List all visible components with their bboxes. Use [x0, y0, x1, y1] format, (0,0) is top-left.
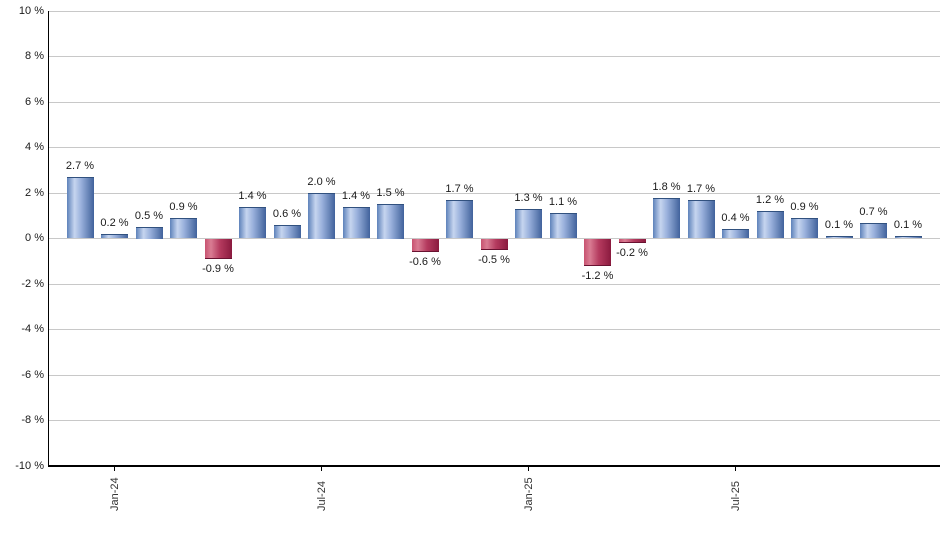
- y-axis-tick-label: -8 %: [21, 414, 44, 426]
- bar-value-label: 1.1 %: [548, 196, 578, 209]
- bar: [204, 238, 232, 259]
- bar: [653, 197, 680, 239]
- x-axis-tick-label: Jan-24: [108, 477, 121, 511]
- x-axis-tick-label: Jul-25: [729, 481, 742, 511]
- x-axis-tick-label: Jul-24: [315, 481, 328, 511]
- bar-value-label: 0.5 %: [134, 210, 164, 223]
- x-axis-tick: [321, 466, 322, 471]
- y-axis-tick-label: -4 %: [21, 323, 44, 335]
- y-axis-tick-label: 2 %: [25, 186, 44, 199]
- x-axis-tick: [735, 466, 736, 471]
- bar: [860, 222, 887, 239]
- bar: [135, 227, 163, 239]
- y-axis-tick-label: 0 %: [25, 232, 44, 244]
- bar: [791, 218, 818, 239]
- bar: [515, 208, 542, 239]
- bar-value-label: 0.2 %: [100, 216, 129, 229]
- y-axis-tick-label: 4 %: [25, 141, 44, 153]
- bar: [377, 204, 404, 239]
- bar-value-label: 1.5 %: [376, 187, 405, 200]
- bar-value-label: 1.8 %: [652, 180, 681, 193]
- bar-value-label: -0.6 %: [409, 256, 441, 269]
- bar: [66, 177, 94, 239]
- gridline: [48, 374, 940, 376]
- bar-value-label: 2.7 %: [65, 160, 95, 173]
- bar: [170, 218, 197, 239]
- bar-value-label: -1.2 %: [581, 269, 614, 282]
- bar: [894, 236, 922, 239]
- bar: [584, 238, 611, 266]
- bar: [618, 238, 646, 244]
- gridline: [48, 147, 940, 148]
- bar-value-label: 0.7 %: [859, 205, 888, 218]
- bar: [101, 233, 128, 239]
- bar: [308, 193, 335, 239]
- y-axis-tick-label: 10 %: [18, 4, 44, 17]
- bar-value-label: 1.3 %: [514, 191, 543, 204]
- gridline: [48, 56, 940, 57]
- bar: [722, 229, 749, 239]
- bar: [239, 206, 266, 239]
- gridline: [48, 192, 940, 194]
- gridline: [48, 101, 940, 103]
- bar-value-label: 1.7 %: [686, 182, 716, 195]
- y-axis-tick-label: -6 %: [21, 368, 44, 381]
- gridline: [48, 10, 940, 12]
- gridline: [48, 283, 940, 285]
- bar: [549, 213, 577, 239]
- bar-value-label: 0.1 %: [893, 219, 923, 232]
- bar-value-label: 0.1 %: [824, 219, 854, 232]
- bar-value-label: 0.6 %: [272, 207, 302, 220]
- bar: [825, 236, 853, 239]
- bar-value-label: -0.9 %: [202, 262, 234, 275]
- bar: [687, 199, 715, 239]
- bar: [756, 211, 784, 239]
- y-axis-tick-label: -2 %: [21, 277, 44, 290]
- bar-value-label: -0.5 %: [478, 253, 510, 266]
- x-axis-tick: [114, 466, 115, 471]
- y-axis-tick-label: 8 %: [25, 50, 44, 62]
- bar: [446, 199, 473, 239]
- x-axis-tick-label: Jan-25: [522, 477, 535, 511]
- bar-value-label: 1.2 %: [755, 194, 785, 207]
- gridline: [48, 420, 940, 421]
- bar-value-label: -0.2 %: [616, 247, 648, 260]
- gridline: [48, 329, 940, 330]
- y-axis-tick-label: -10 %: [15, 459, 44, 472]
- x-axis-line: [48, 465, 940, 467]
- y-axis-line: [48, 11, 49, 466]
- bar: [273, 224, 301, 239]
- bar-value-label: 1.7 %: [445, 182, 474, 195]
- bar-value-label: 0.9 %: [790, 201, 819, 214]
- bar-value-label: 1.4 %: [341, 189, 371, 202]
- bar-value-label: 1.4 %: [238, 189, 267, 202]
- bar-value-label: 0.4 %: [721, 212, 750, 225]
- bar: [411, 238, 439, 253]
- bar: [480, 238, 508, 250]
- y-axis-tick-label: 6 %: [25, 95, 44, 108]
- x-axis-tick: [528, 466, 529, 471]
- bar: [342, 206, 370, 239]
- bar-value-label: 0.9 %: [169, 201, 198, 214]
- bar-value-label: 2.0 %: [307, 176, 336, 188]
